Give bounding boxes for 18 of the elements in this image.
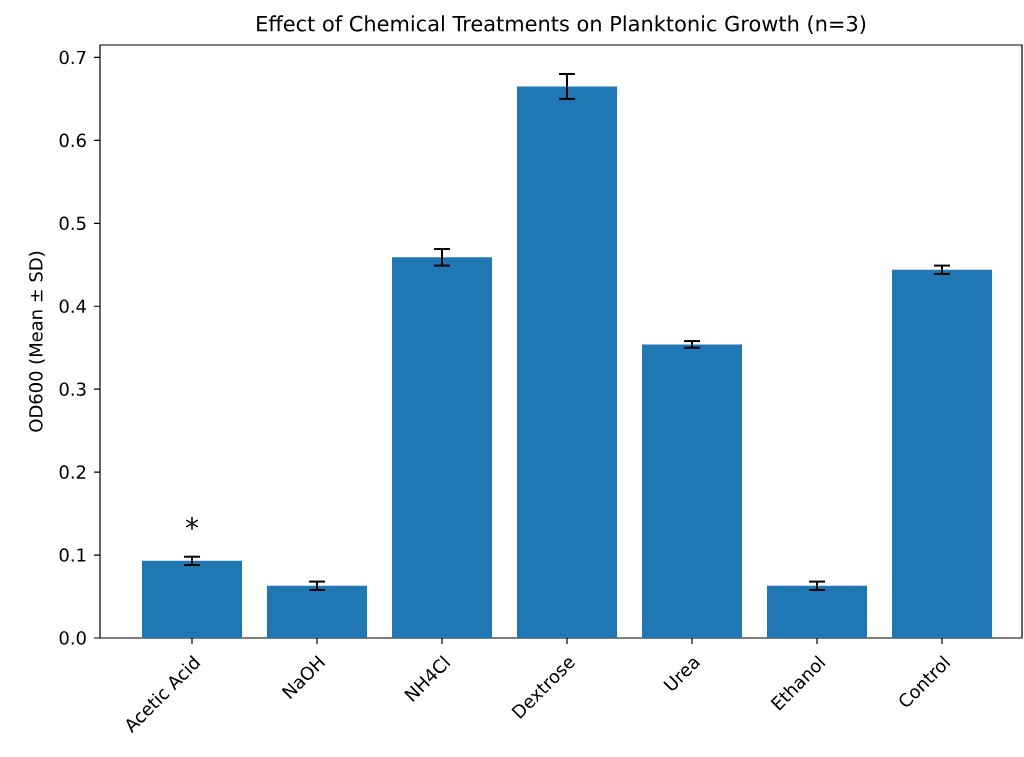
- bar: [517, 86, 618, 638]
- y-tick-label: 0.0: [59, 631, 86, 645]
- y-axis-title: OD600 (Mean ± SD): [28, 251, 45, 432]
- bar: [767, 585, 868, 638]
- annotation: *: [185, 517, 199, 530]
- chart-title: Effect of Chemical Treatments on Planktonic Growth (n=3): [257, 15, 866, 34]
- y-tick-label: 0.2: [59, 465, 86, 479]
- bar: [892, 269, 993, 638]
- y-tick-label: 0.7: [59, 50, 86, 65]
- bar: [392, 257, 493, 638]
- bar: [142, 560, 242, 638]
- y-tick-label: 0.4: [59, 299, 86, 314]
- y-tick-label: 0.5: [59, 216, 86, 231]
- bar: [642, 344, 743, 638]
- bar: [267, 585, 368, 638]
- y-tick-label: 0.6: [59, 133, 86, 148]
- y-tick-label: 0.1: [59, 548, 86, 562]
- y-tick-label: 0.3: [59, 382, 86, 396]
